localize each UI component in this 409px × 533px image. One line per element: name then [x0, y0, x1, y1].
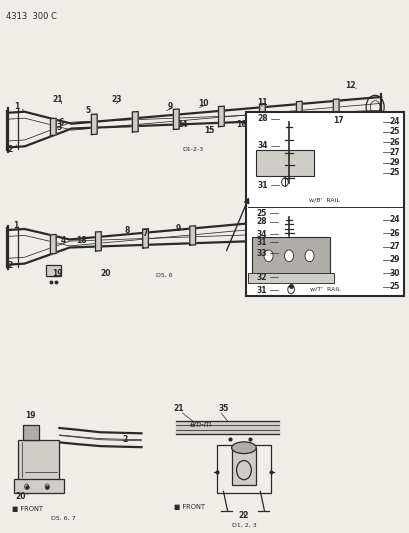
Text: 26: 26 — [389, 138, 399, 147]
Text: 4: 4 — [61, 237, 66, 245]
Text: D5, 6: D5, 6 — [155, 273, 172, 278]
Text: 26: 26 — [389, 229, 399, 238]
Ellipse shape — [231, 442, 256, 454]
Polygon shape — [173, 109, 179, 130]
Text: 2: 2 — [8, 145, 13, 154]
Text: 18: 18 — [76, 237, 86, 245]
Text: 15: 15 — [203, 126, 214, 135]
Text: em-m: em-m — [189, 421, 211, 430]
Text: w/T'  RAIL: w/T' RAIL — [309, 287, 339, 292]
Text: 24: 24 — [389, 117, 399, 126]
Text: 20: 20 — [15, 492, 26, 502]
Bar — [252, 237, 329, 274]
Text: 31: 31 — [256, 181, 267, 190]
Text: ■ FRONT: ■ FRONT — [174, 504, 205, 510]
Text: 23: 23 — [111, 95, 122, 103]
Text: 16: 16 — [236, 120, 247, 128]
Text: 1: 1 — [13, 221, 18, 230]
Text: 25: 25 — [389, 282, 399, 291]
Text: 19: 19 — [25, 411, 36, 421]
Bar — [46, 265, 61, 277]
Text: 4313  300 C: 4313 300 C — [6, 12, 57, 21]
Text: 19: 19 — [52, 269, 63, 278]
Polygon shape — [50, 235, 56, 254]
Text: 33: 33 — [256, 249, 266, 257]
Polygon shape — [176, 421, 278, 434]
Bar — [231, 448, 256, 485]
Bar — [22, 425, 39, 440]
Text: 34: 34 — [256, 230, 266, 239]
Text: 17: 17 — [332, 117, 343, 125]
Text: 7: 7 — [142, 229, 148, 238]
Text: 25: 25 — [389, 127, 399, 136]
Circle shape — [263, 250, 272, 262]
Text: 27: 27 — [389, 148, 399, 157]
Text: 5: 5 — [85, 106, 90, 115]
Bar — [14, 479, 63, 493]
Text: 34: 34 — [256, 141, 267, 150]
Circle shape — [304, 250, 313, 262]
Text: 27: 27 — [389, 242, 399, 251]
Bar — [245, 112, 403, 296]
Polygon shape — [259, 103, 265, 124]
Text: 2: 2 — [8, 261, 13, 270]
Text: D1, 2, 3: D1, 2, 3 — [231, 522, 256, 528]
Text: 8: 8 — [124, 226, 130, 235]
Text: 2: 2 — [122, 435, 127, 445]
Polygon shape — [218, 106, 224, 127]
Text: 9: 9 — [167, 102, 172, 111]
Text: 21: 21 — [173, 405, 183, 414]
Text: 3: 3 — [57, 124, 62, 132]
Text: w/B'  RAIL: w/B' RAIL — [309, 198, 339, 203]
Text: ■ FRONT: ■ FRONT — [12, 506, 43, 512]
Text: 32: 32 — [256, 273, 266, 281]
Text: 24: 24 — [389, 215, 399, 224]
Text: 10: 10 — [197, 100, 208, 108]
Text: 20: 20 — [100, 269, 111, 278]
Polygon shape — [132, 111, 138, 132]
Text: 28: 28 — [256, 217, 266, 226]
Bar — [217, 445, 270, 493]
Bar — [256, 150, 313, 176]
Text: 14: 14 — [177, 120, 187, 129]
Text: 30: 30 — [389, 269, 399, 278]
Text: 31: 31 — [256, 286, 266, 295]
Circle shape — [284, 250, 293, 262]
Polygon shape — [189, 226, 195, 245]
Polygon shape — [333, 99, 338, 119]
Polygon shape — [296, 101, 301, 122]
Polygon shape — [142, 229, 148, 248]
Text: D5, 6, 7: D5, 6, 7 — [51, 515, 76, 521]
Text: 21: 21 — [52, 95, 63, 104]
Text: D1-2-3: D1-2-3 — [182, 147, 203, 152]
Bar — [18, 440, 59, 480]
Text: 31: 31 — [256, 238, 266, 247]
Polygon shape — [91, 114, 97, 134]
Text: 29: 29 — [389, 158, 399, 167]
Text: 9: 9 — [175, 224, 180, 232]
Text: 25: 25 — [389, 168, 399, 177]
Polygon shape — [95, 232, 101, 251]
Text: 28: 28 — [256, 115, 267, 123]
Text: 22: 22 — [238, 511, 249, 520]
Text: 11: 11 — [256, 98, 267, 107]
Text: 25: 25 — [256, 208, 266, 217]
Text: 12: 12 — [344, 81, 355, 90]
Text: 29: 29 — [389, 255, 399, 264]
Text: 35: 35 — [218, 405, 228, 414]
Text: 1: 1 — [14, 102, 19, 111]
Polygon shape — [50, 118, 56, 135]
Text: 6: 6 — [59, 118, 64, 127]
Bar — [247, 273, 333, 283]
